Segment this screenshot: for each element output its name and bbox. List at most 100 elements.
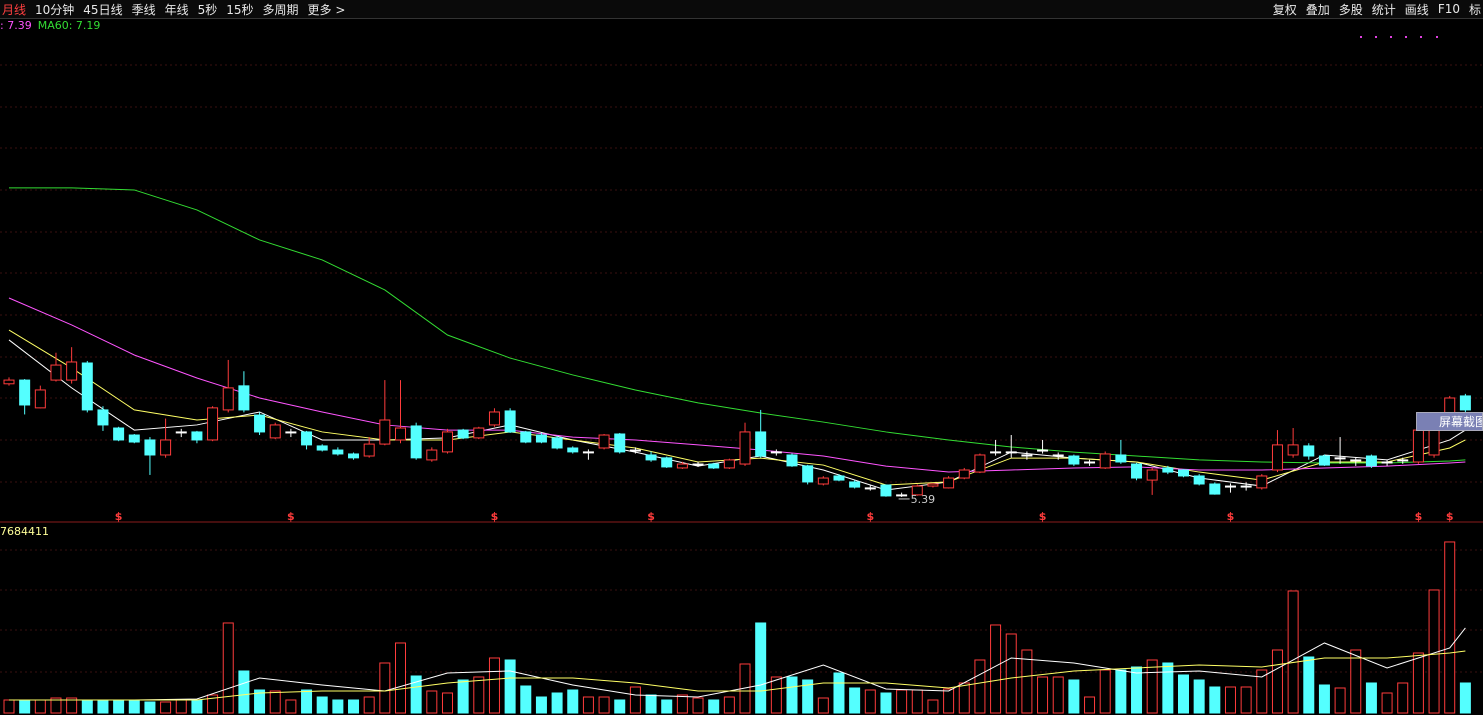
volume-bar	[943, 688, 955, 714]
volume-bar	[191, 699, 203, 714]
tool-button[interactable]: 标	[1468, 2, 1481, 17]
candle-body	[1224, 485, 1236, 488]
volume-bar	[222, 622, 234, 714]
period-tab[interactable]: 季线	[131, 2, 156, 17]
candle-body	[301, 431, 313, 446]
ma-line	[8, 339, 1466, 491]
candle-body	[1193, 475, 1205, 485]
candle-body	[598, 434, 610, 449]
tool-button[interactable]: 多股	[1338, 2, 1363, 17]
candle-body	[66, 361, 78, 381]
candle-body	[958, 469, 970, 479]
volume-bar	[175, 699, 187, 714]
volume-bar	[567, 689, 579, 714]
volume-bar	[927, 699, 939, 714]
candle-body	[50, 364, 62, 381]
period-tab[interactable]: 月线	[2, 2, 27, 17]
candle-body	[645, 454, 657, 461]
volume-bar	[661, 699, 673, 714]
candle-body	[582, 451, 594, 454]
candle-body	[614, 433, 626, 453]
period-tab[interactable]: 5秒	[197, 2, 218, 17]
period-tab[interactable]: 年线	[164, 2, 189, 17]
volume-bar	[1256, 669, 1268, 714]
candle-body	[3, 379, 15, 385]
candle-body	[739, 431, 751, 465]
candle-body	[1381, 461, 1393, 464]
volume-bar	[395, 642, 406, 714]
volume-bar	[3, 699, 15, 714]
candle-body	[1099, 453, 1111, 469]
period-tab[interactable]: 15秒	[226, 2, 254, 17]
volume-bar	[629, 686, 641, 714]
candle-body	[222, 387, 234, 411]
candle-body	[348, 453, 360, 459]
candle-body	[254, 414, 266, 433]
period-tab[interactable]: 45日线	[83, 2, 123, 17]
indicator-label: : 7.39	[0, 19, 32, 32]
volume-bar	[1350, 649, 1362, 714]
volume-bar	[1334, 687, 1346, 714]
volume-bar	[911, 689, 923, 714]
volume-bar	[786, 676, 798, 714]
candle-body	[1146, 469, 1158, 481]
toolbar-left: 月线 10分钟 45日线 季线 年线 5秒 15秒 多周期 更多 >	[0, 0, 347, 18]
volume-bar	[1115, 669, 1127, 714]
tool-button[interactable]: 叠加	[1305, 2, 1330, 17]
period-tab[interactable]: 更多 >	[307, 2, 346, 17]
volume-bar	[974, 659, 986, 714]
candle-body	[1256, 475, 1268, 489]
candle-body	[332, 449, 344, 455]
candle-body	[175, 431, 187, 434]
candle-body	[520, 431, 532, 443]
candle-body	[1162, 467, 1174, 473]
volume-bar	[1381, 692, 1393, 714]
volume-bar	[708, 699, 720, 714]
candle-body	[128, 434, 140, 443]
signal-marker: $	[1446, 510, 1454, 523]
candle-body	[990, 451, 1002, 454]
candle-body	[1287, 444, 1299, 456]
volume-bar	[488, 657, 500, 714]
candle-body	[1005, 451, 1017, 454]
volume-bar	[1303, 656, 1315, 714]
candle-body	[1068, 455, 1080, 465]
candle-body	[661, 457, 673, 468]
candle-body	[1209, 483, 1221, 495]
volume-bar	[97, 699, 109, 714]
candle-body	[817, 477, 829, 485]
candle-body	[207, 407, 219, 441]
signal-marker: $	[115, 510, 123, 523]
candle-body	[786, 454, 798, 467]
candle-body	[269, 424, 281, 439]
tool-button[interactable]: 画线	[1404, 2, 1429, 17]
period-tab[interactable]: 多周期	[262, 2, 299, 17]
tool-button[interactable]: 复权	[1272, 2, 1297, 17]
signal-marker: $	[1415, 510, 1423, 523]
volume-bar	[504, 659, 516, 714]
volume-bar	[1178, 674, 1189, 714]
signal-marker: $	[1039, 510, 1047, 523]
volume-bar	[817, 697, 829, 714]
volume-ma-line	[9, 650, 1466, 701]
volume-bar	[802, 679, 814, 714]
volume-bar	[66, 697, 78, 714]
volume-bar	[1444, 541, 1456, 714]
volume-bar	[551, 692, 563, 714]
candle-body	[1334, 457, 1346, 460]
volume-bar	[723, 696, 735, 714]
candle-body	[1412, 429, 1424, 463]
volume-bar	[441, 692, 453, 714]
dot	[1375, 36, 1377, 38]
volume-bar	[1021, 649, 1033, 714]
volume-bar	[207, 694, 219, 714]
volume-bar	[269, 690, 281, 714]
candle-body	[441, 431, 453, 453]
screenshot-button[interactable]: 屏幕截图	[1416, 412, 1483, 431]
candle-body	[943, 477, 955, 489]
candle-body	[1131, 463, 1143, 479]
period-tab[interactable]: 10分钟	[35, 2, 75, 17]
tool-button[interactable]: F10	[1437, 2, 1460, 16]
volume-bar	[520, 685, 532, 714]
tool-button[interactable]: 统计	[1371, 2, 1396, 17]
